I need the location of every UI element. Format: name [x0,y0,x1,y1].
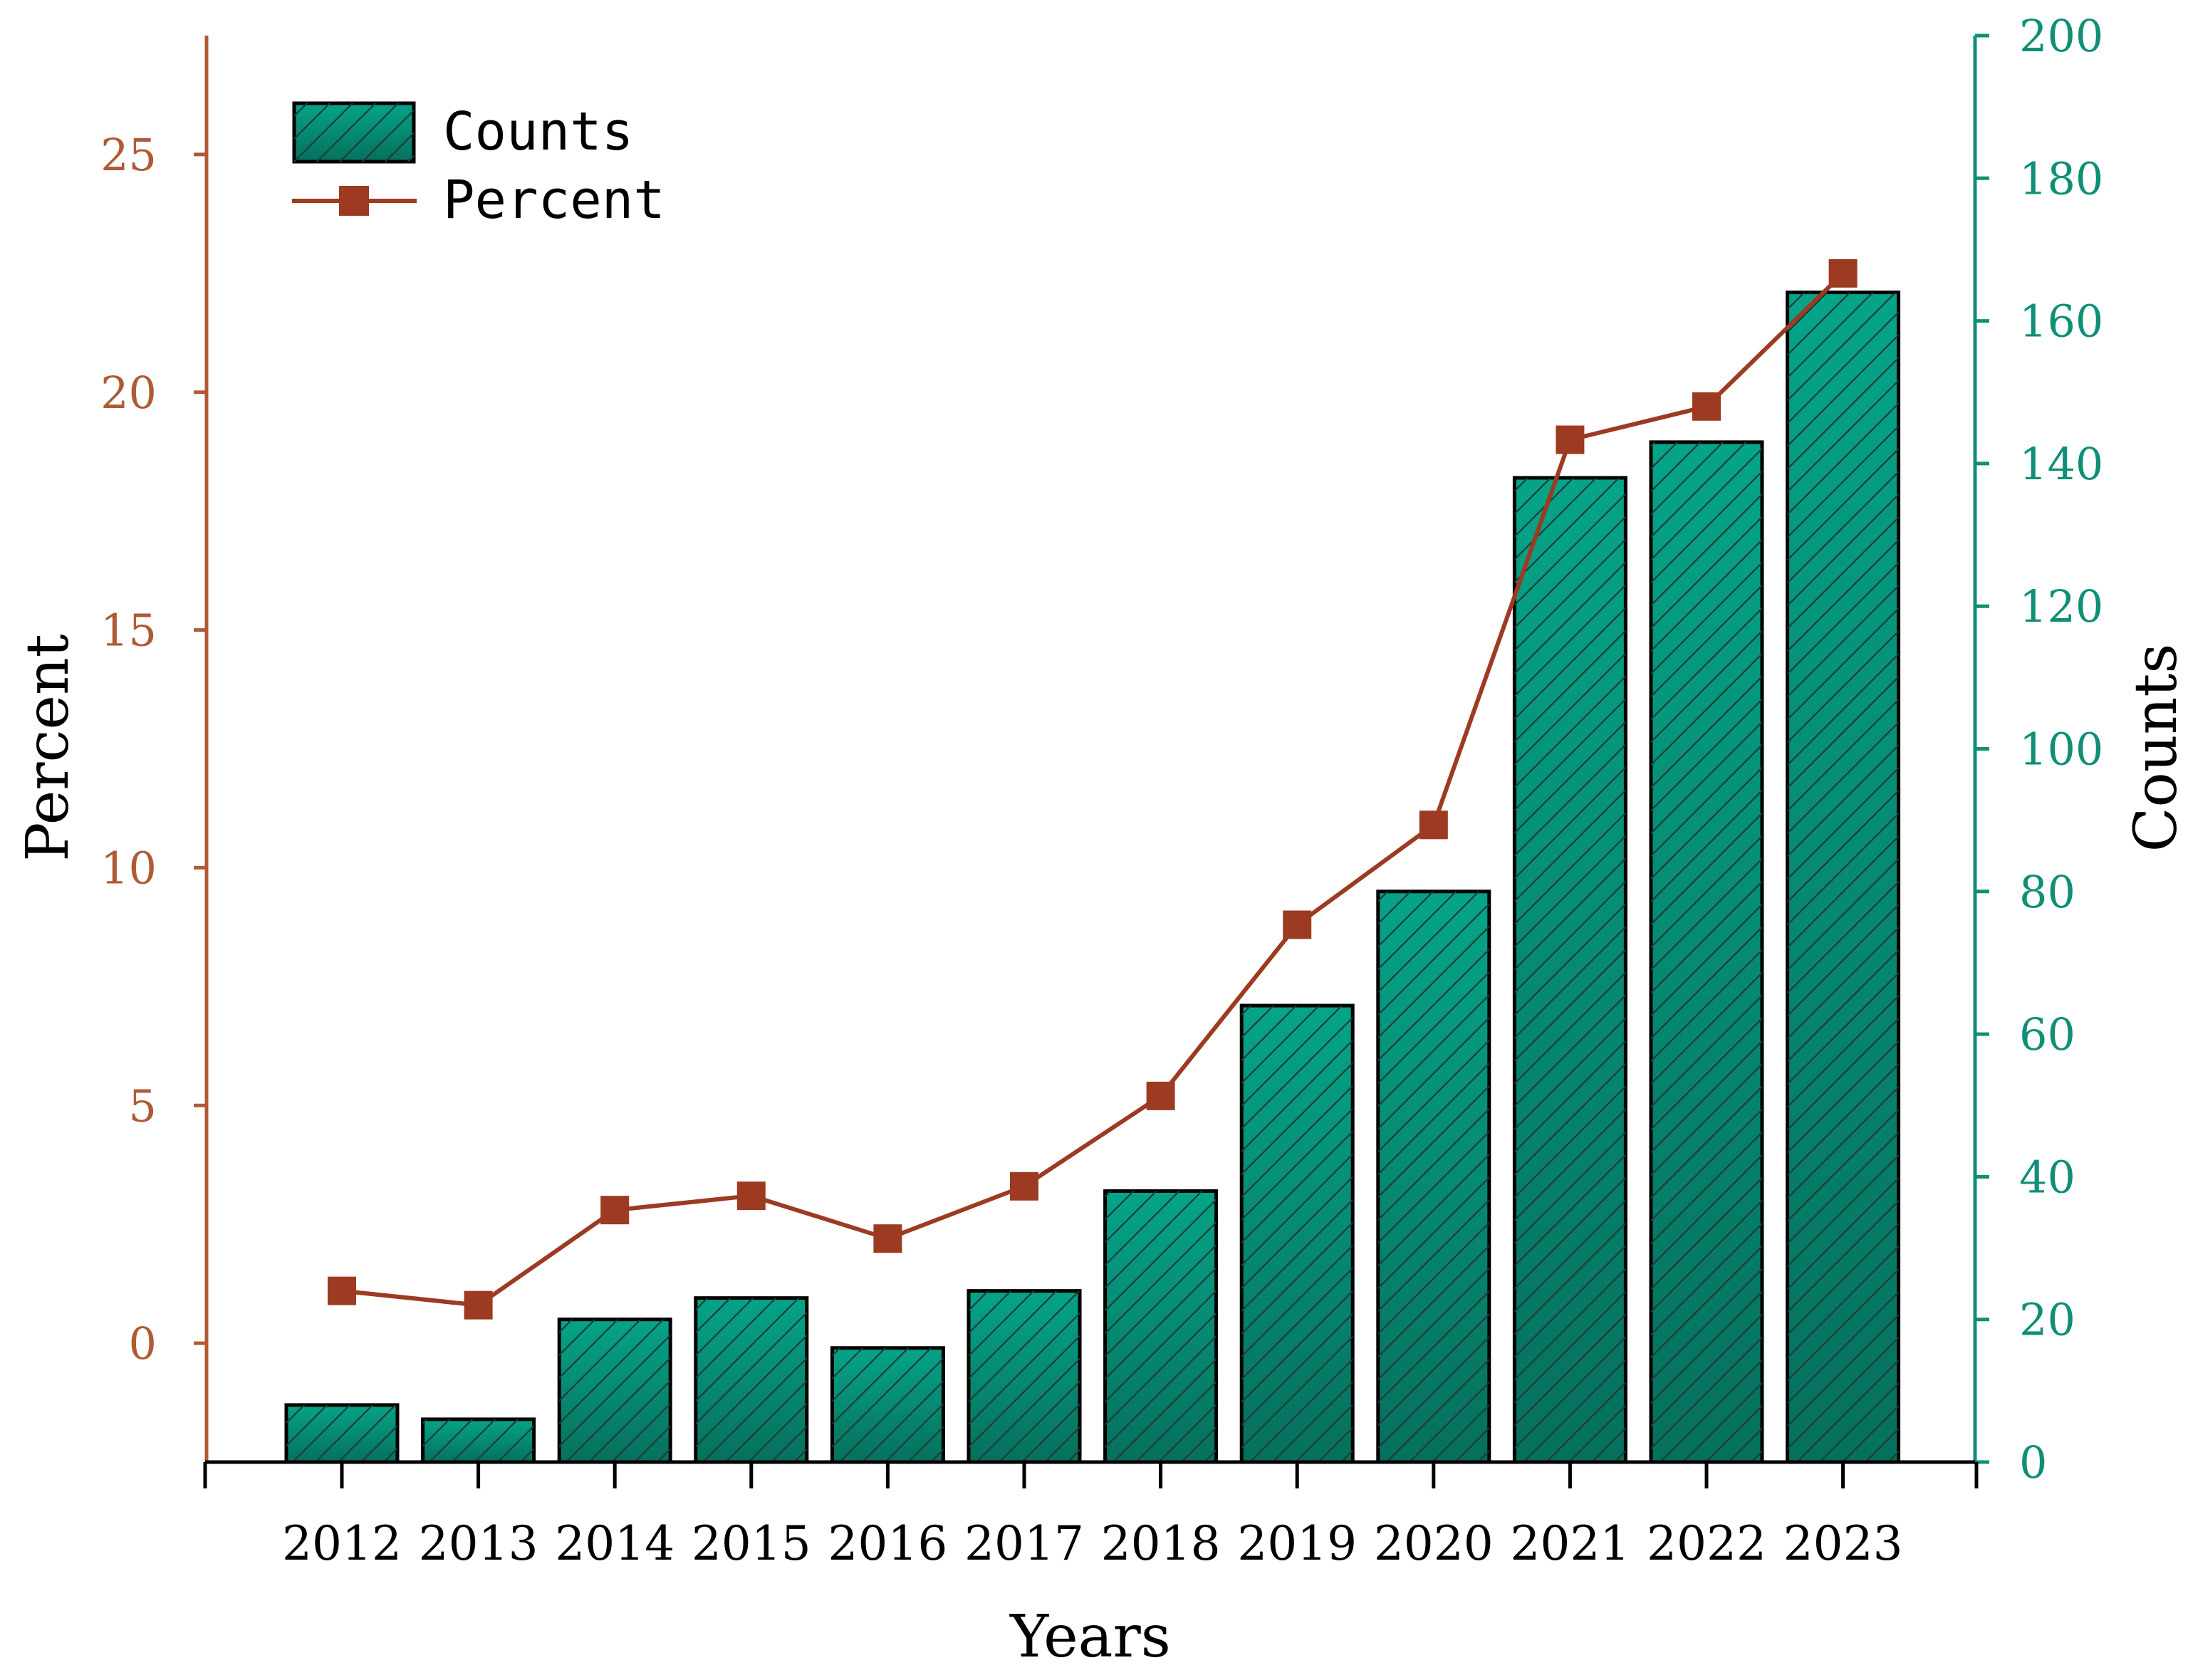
right-tick-label: 180 [2019,152,2103,204]
legend-swatch-counts-hatch [294,103,414,162]
bar-hatch-2021 [1514,477,1626,1463]
bar-series-counts [284,291,1901,1464]
legend-swatch-percent-marker [339,186,369,216]
x-tick-label-2015: 2015 [692,1516,811,1571]
x-tick-label-2022: 2022 [1647,1516,1766,1571]
right-tick-label: 0 [2019,1436,2047,1488]
left-tick-label: 0 [129,1318,157,1369]
right-tick-label: 160 [2019,296,2103,348]
right-tick-label: 200 [2019,10,2103,62]
bar-hatch-2016 [832,1347,944,1462]
percent-marker-2018 [1146,1081,1175,1110]
bar-hatch-2012 [286,1404,397,1462]
percent-marker-2015 [736,1181,766,1211]
right-tick-label: 20 [2019,1294,2075,1346]
percent-line [341,271,1845,1308]
left-tick-label: 5 [129,1080,157,1132]
left-tick-label: 15 [100,605,157,657]
right-tick-label: 120 [2019,580,2103,632]
legend-label-counts: Counts [443,101,633,162]
x-tick-label-2020: 2020 [1374,1516,1494,1571]
x-tick-label-2014: 2014 [555,1516,674,1571]
left-axis-ticks: 0 5 10 15 20 25 [100,129,207,1369]
x-tick-label-2013: 2013 [419,1516,538,1571]
right-axis-title: Counts [2122,644,2188,852]
percent-marker-2019 [1283,910,1312,939]
bar-hatch-2015 [695,1298,807,1462]
x-tick-label-2023: 2023 [1783,1516,1903,1571]
left-axis-title: Percent [14,634,82,861]
percent-marker-2016 [873,1224,902,1253]
right-tick-label: 140 [2019,438,2103,490]
x-tick-label-2017: 2017 [964,1516,1084,1571]
legend: Counts Percent [292,101,665,231]
percent-marker-2023 [1828,259,1858,288]
bar-hatch-2018 [1105,1191,1217,1462]
x-axis-title: Years [1009,1603,1171,1671]
bar-hatch-2022 [1651,442,1762,1462]
bar-hatch-2019 [1241,1006,1353,1462]
x-tick-label-2021: 2021 [1510,1516,1630,1571]
percent-marker-2014 [600,1196,630,1225]
bar-hatch-2020 [1377,891,1489,1462]
bar-hatch-2023 [1787,292,1899,1462]
bar-hatch-2017 [969,1290,1080,1462]
bar-hatch-2014 [559,1319,671,1462]
percent-marker-2022 [1692,392,1721,421]
x-tick-label-2018: 2018 [1101,1516,1221,1571]
x-tick-label-2019: 2019 [1237,1516,1357,1571]
left-tick-label: 10 [100,842,157,894]
x-axis-ticks: 2012 2013 2014 2015 2016 2017 2018 2019 2020 2021… [203,1462,1979,1571]
legend-label-percent: Percent [443,169,665,231]
left-tick-label: 25 [100,129,157,181]
right-axis-ticks: 0 20 40 60 80 100 120 140 160 180 200 [1975,10,2103,1488]
x-tick-label-2012: 2012 [282,1516,402,1571]
left-tick-label: 20 [100,367,157,419]
percent-marker-2012 [328,1276,356,1305]
right-tick-label: 60 [2019,1008,2075,1060]
percent-marker-2013 [464,1290,493,1320]
right-tick-label: 40 [2019,1151,2075,1203]
percent-marker-2021 [1556,425,1585,454]
right-tick-label: 100 [2019,724,2103,776]
right-tick-label: 80 [2019,866,2075,918]
percent-marker-2020 [1419,810,1448,840]
bar-hatch-2013 [422,1419,534,1462]
line-series-percent [328,259,1858,1320]
x-tick-label-2016: 2016 [828,1516,947,1571]
percent-marker-2017 [1010,1172,1038,1201]
